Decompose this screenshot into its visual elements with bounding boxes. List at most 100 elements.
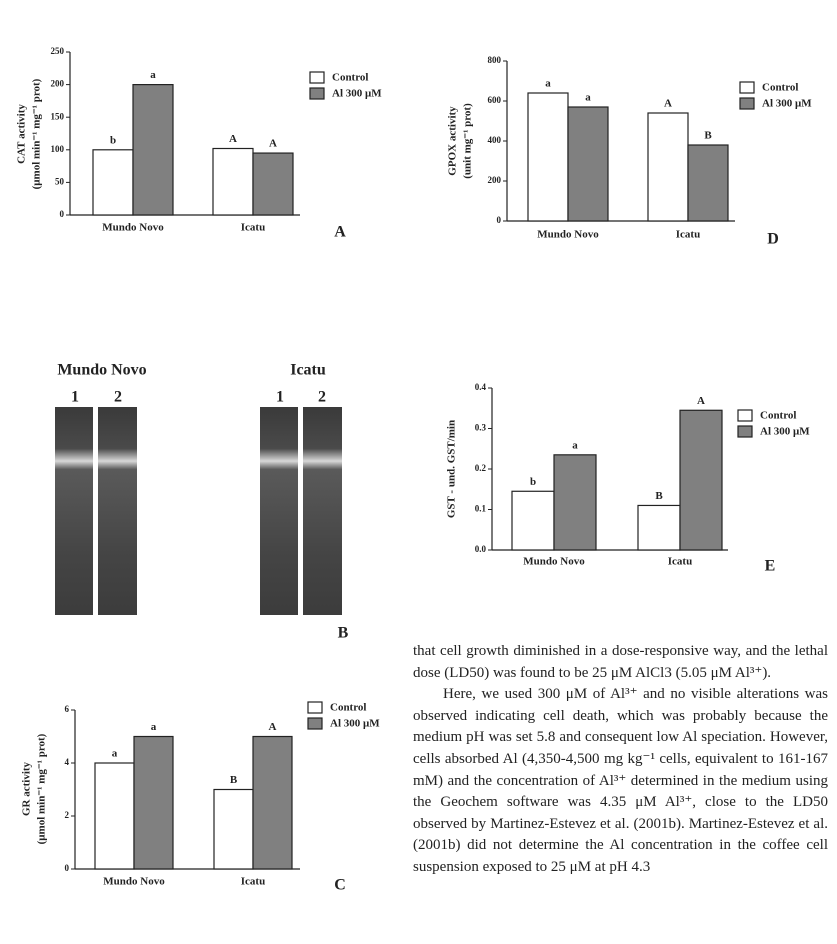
legend-swatch — [739, 81, 755, 94]
bar — [527, 92, 569, 222]
y-axis-label: (μmol min⁻¹ mg⁻¹ prot) — [31, 78, 43, 189]
x-tick-label: Mundo Novo — [537, 229, 599, 241]
bar — [92, 149, 134, 216]
legend-label: Control — [330, 702, 366, 714]
legend-swatch — [309, 71, 325, 84]
significance-label: a — [112, 748, 118, 760]
paragraph: Here, we used 300 μM of Al³⁺ and no visi… — [413, 686, 828, 875]
legend-label: Al 300 μM — [330, 718, 380, 730]
y-tick-label: 0 — [497, 215, 502, 225]
significance-label: B — [655, 490, 663, 502]
lane-label: 2 — [114, 389, 122, 406]
legend-swatch — [309, 87, 325, 100]
bar — [212, 147, 254, 216]
bar — [132, 83, 174, 216]
panel-letter: D — [767, 231, 779, 248]
y-tick-label: 4 — [65, 757, 70, 767]
y-tick-label: 150 — [51, 111, 65, 121]
significance-label: b — [110, 134, 116, 146]
bar — [567, 106, 609, 222]
y-tick-label: 400 — [488, 135, 502, 145]
x-tick-label: Icatu — [241, 876, 265, 888]
lane-label: 1 — [71, 389, 79, 406]
significance-label: a — [585, 92, 591, 104]
significance-label: A — [229, 133, 237, 145]
bar — [687, 144, 729, 222]
y-tick-label: 100 — [51, 144, 65, 154]
gel: Mundo Novo Icatu 1 2 1 2 B — [55, 362, 349, 642]
y-tick-label: 200 — [51, 79, 65, 89]
y-axis-label: GR activity — [21, 761, 33, 816]
gel-lane — [98, 407, 137, 615]
bar — [679, 409, 723, 551]
chart: 0 50 100 150 200 250 CAT activity (μmol min⁻¹ m… — [16, 46, 383, 241]
y-tick-label: 6 — [65, 704, 70, 714]
y-tick-label: 0 — [60, 209, 65, 219]
legend-label: Al 300 μM — [760, 426, 810, 438]
y-tick-label: 2 — [65, 810, 70, 820]
legend-swatch — [307, 717, 323, 730]
bar — [213, 788, 254, 870]
x-tick-label: Mundo Novo — [103, 876, 165, 888]
significance-label: a — [572, 439, 578, 451]
significance-label: a — [151, 721, 157, 733]
significance-label: a — [545, 78, 551, 90]
gel-lane — [303, 407, 342, 615]
legend-label: Control — [332, 72, 368, 84]
paragraph: that cell growth diminished in a dose-re… — [413, 643, 828, 681]
y-axis-label: GST - und. GST/min — [446, 420, 458, 518]
y-tick-label: 50 — [55, 176, 65, 186]
bar — [252, 735, 293, 870]
y-axis-label: (μmol min⁻¹ mg⁻¹ prot) — [36, 733, 48, 844]
y-tick-label: 600 — [488, 95, 502, 105]
y-axis-label: GPOX activity — [447, 106, 459, 176]
y-tick-label: 0.3 — [475, 423, 487, 433]
bar — [252, 152, 294, 216]
legend-swatch — [739, 97, 755, 110]
chart: 0 2 4 6 GR activity (μmol min⁻¹ mg⁻¹ prot) Mun… — [21, 701, 380, 894]
chart: 0.0 0.1 0.2 0.3 0.4 GST - und. GST/min Mundo N… — [446, 382, 811, 575]
gel-lane — [55, 407, 93, 615]
y-tick-label: 0 — [65, 863, 70, 873]
lane-label: 1 — [276, 389, 284, 406]
y-tick-label: 0.0 — [475, 544, 487, 554]
bar — [511, 490, 555, 551]
significance-label: A — [664, 98, 672, 110]
x-tick-label: Icatu — [676, 229, 700, 241]
panel-letter: E — [765, 558, 776, 575]
body-text: that cell growth diminished in a dose-re… — [413, 641, 828, 879]
x-tick-label: Mundo Novo — [102, 222, 164, 234]
y-tick-label: 800 — [488, 55, 502, 65]
legend-swatch — [737, 425, 753, 438]
bar — [94, 762, 135, 870]
legend-label: Control — [762, 82, 798, 94]
panel-letter: A — [334, 224, 346, 241]
bar — [647, 112, 689, 222]
significance-label: A — [269, 138, 277, 150]
y-tick-label: 0.1 — [475, 504, 487, 514]
panel-letter: C — [334, 877, 346, 894]
gel-title: Mundo Novo — [57, 362, 146, 379]
legend-swatch — [737, 409, 753, 422]
y-axis-label: CAT activity — [16, 104, 28, 164]
significance-label: A — [697, 395, 705, 407]
y-axis-label: (unit mg⁻¹ prot) — [462, 103, 474, 179]
legend-swatch — [307, 701, 323, 714]
bar — [553, 454, 597, 551]
significance-label: B — [230, 774, 238, 786]
legend-label: Al 300 μM — [762, 98, 812, 110]
significance-label: a — [150, 69, 156, 81]
bar — [133, 735, 174, 870]
chart: 0 200 400 600 800 GPOX activity (unit mg⁻¹ pro… — [447, 55, 813, 248]
gel-title: Icatu — [290, 362, 326, 379]
lane-label: 2 — [318, 389, 326, 406]
panel-letter: B — [338, 625, 349, 642]
y-tick-label: 200 — [488, 175, 502, 185]
significance-label: b — [530, 476, 536, 488]
significance-label: B — [704, 130, 712, 142]
x-tick-label: Icatu — [668, 556, 692, 568]
y-tick-label: 0.2 — [475, 463, 487, 473]
legend-label: Control — [760, 410, 796, 422]
